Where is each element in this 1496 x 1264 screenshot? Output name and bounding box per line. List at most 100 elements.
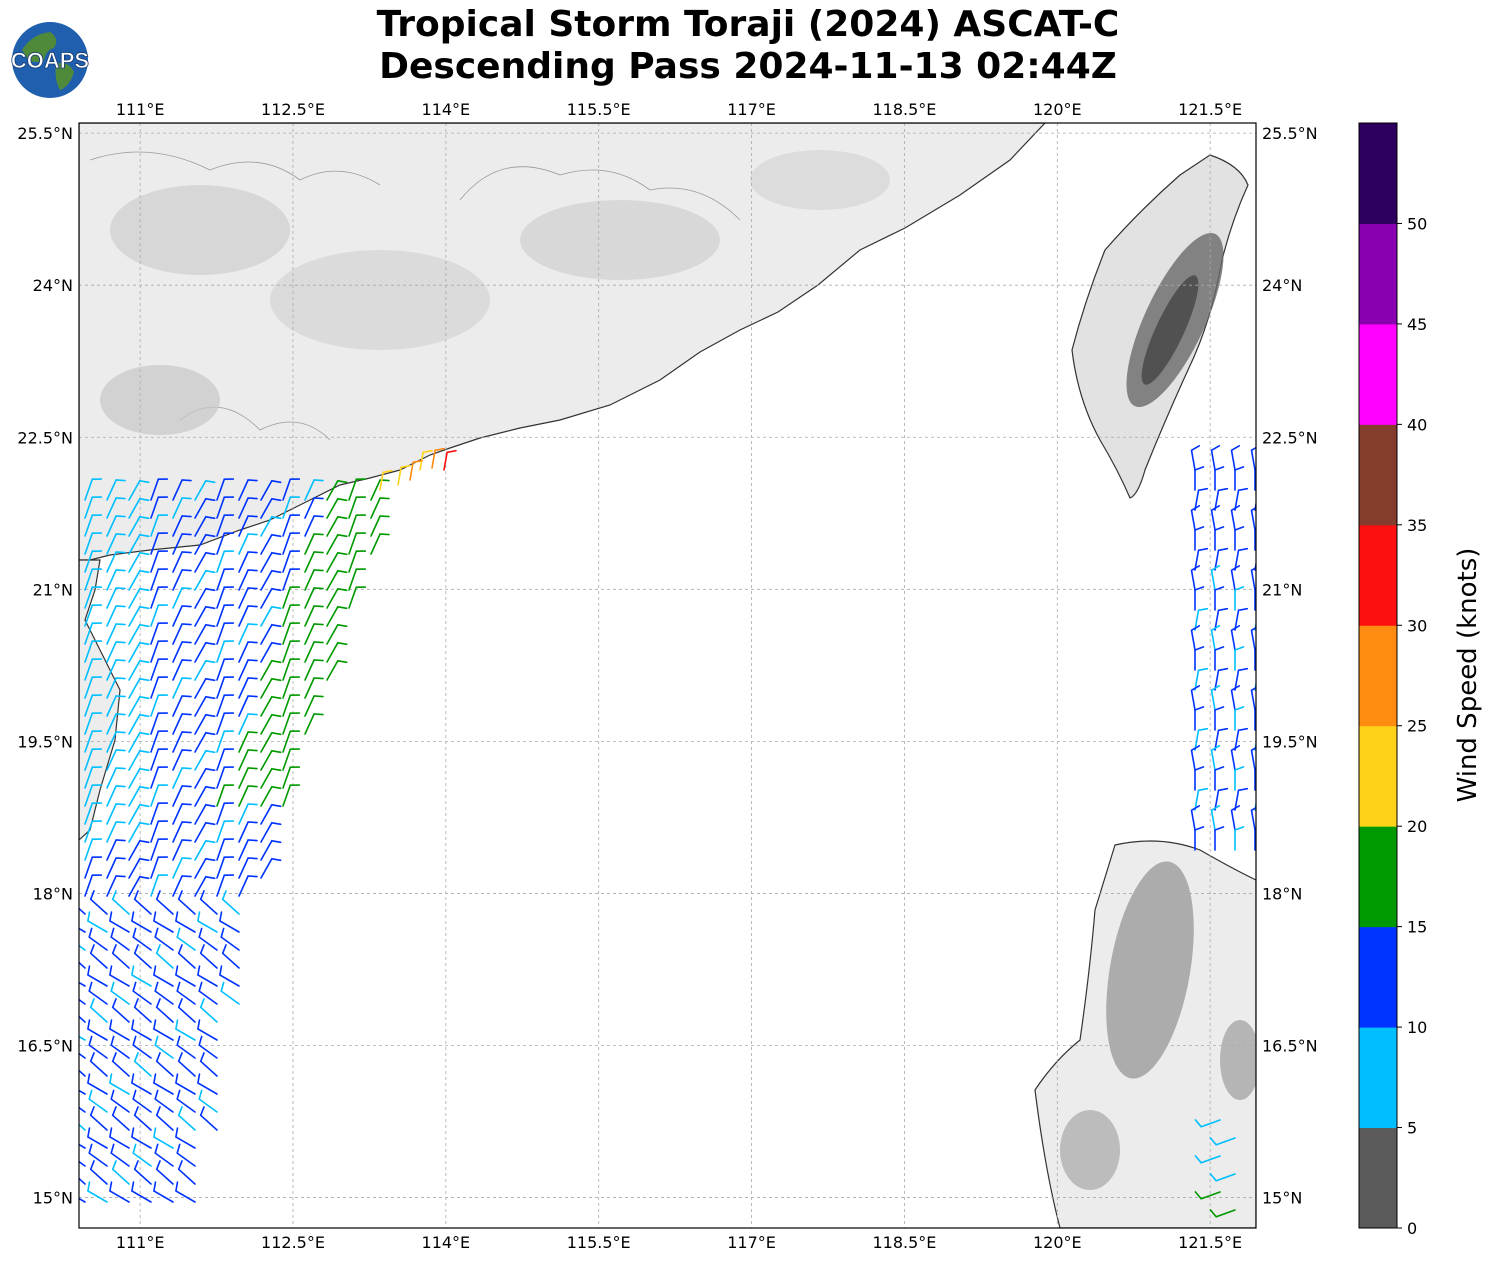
colorbar-segment xyxy=(1359,1027,1397,1129)
wind-barb xyxy=(1210,505,1221,531)
wind-barb xyxy=(216,766,235,789)
wind-barb xyxy=(132,927,152,951)
wind-barb xyxy=(84,658,103,681)
wind-barb xyxy=(216,658,235,681)
wind-barb xyxy=(216,748,235,771)
wind-barb xyxy=(260,659,282,681)
wind-barb xyxy=(326,515,348,537)
wind-barb xyxy=(131,1073,152,1095)
wind-barb xyxy=(1214,646,1225,671)
colorbar-tick-label: 40 xyxy=(1407,415,1427,434)
wind-barb xyxy=(106,677,126,699)
logo-text: COAPS xyxy=(11,48,89,73)
wind-barb xyxy=(238,821,258,843)
wind-barb xyxy=(1214,547,1229,571)
wind-barb xyxy=(238,659,258,681)
wind-barb xyxy=(1190,445,1201,471)
wind-barb xyxy=(260,569,282,591)
wind-barb xyxy=(194,605,216,627)
wind-barb xyxy=(282,586,301,609)
wind-barb xyxy=(238,731,258,753)
wind-barb xyxy=(1194,1191,1221,1200)
wind-barb xyxy=(194,569,216,591)
wind-barb xyxy=(172,515,192,537)
wind-barb xyxy=(1234,646,1245,671)
wind-barb xyxy=(326,623,348,645)
wind-barb xyxy=(431,447,445,469)
wind-barb xyxy=(1234,766,1245,791)
wind-barb xyxy=(370,515,390,537)
wind-barb xyxy=(128,731,150,753)
wind-barb xyxy=(177,890,196,915)
wind-barb xyxy=(260,713,282,735)
lat-tick-label: 25.5°N xyxy=(1262,124,1318,143)
wind-barb xyxy=(370,533,390,555)
wind-barb xyxy=(348,514,367,537)
wind-barb xyxy=(106,839,126,861)
wind-barb xyxy=(1230,445,1241,471)
lat-tick-label: 15°N xyxy=(1262,1189,1302,1208)
wind-barb xyxy=(109,965,130,987)
wind-barb xyxy=(172,641,192,663)
wind-barb xyxy=(1194,766,1205,791)
wind-barb xyxy=(128,533,150,555)
wind-barb xyxy=(150,676,169,699)
lon-tick-label: 118.5°E xyxy=(872,100,936,119)
lat-tick-labels-left: 25.5°N 24°N 22.5°N 21°N 19.5°N 18°N 16.5°N 15°N xyxy=(17,124,73,1207)
wind-barb xyxy=(282,694,301,717)
wind-barb xyxy=(106,551,126,573)
wind-barb xyxy=(194,749,216,771)
gridlines xyxy=(79,123,1256,1228)
wind-barb xyxy=(238,515,258,537)
wind-barb xyxy=(1254,588,1256,611)
wind-barb xyxy=(304,479,324,501)
wind-barb xyxy=(238,875,258,897)
wind-barb xyxy=(111,1052,130,1077)
wind-barb xyxy=(199,1052,218,1077)
wind-barb xyxy=(128,695,150,717)
wind-barb xyxy=(154,927,174,951)
wind-barb xyxy=(84,784,103,807)
colorbar-tick-label: 50 xyxy=(1407,214,1427,233)
lat-tick-label: 24°N xyxy=(33,276,73,295)
wind-barb xyxy=(1230,685,1241,711)
wind-barb xyxy=(87,965,108,987)
wind-barb xyxy=(370,479,390,501)
wind-barb xyxy=(1254,679,1256,691)
wind-barb xyxy=(177,1052,196,1077)
wind-barb xyxy=(155,890,174,915)
colorbar-tick-label: 20 xyxy=(1407,817,1427,836)
wind-barb xyxy=(1234,667,1249,691)
wind-barb xyxy=(128,767,150,789)
lon-tick-label: 111°E xyxy=(116,100,165,119)
wind-barb xyxy=(128,785,150,807)
wind-barb xyxy=(128,803,150,825)
lon-tick-label: 112.5°E xyxy=(261,1233,325,1252)
wind-barb xyxy=(87,1181,108,1203)
wind-barb xyxy=(106,857,126,879)
wind-barb xyxy=(199,944,218,969)
wind-barb xyxy=(84,568,103,591)
wind-barb xyxy=(194,839,216,861)
wind-barb xyxy=(1214,466,1225,491)
wind-barb xyxy=(238,803,258,825)
colorbar-segment xyxy=(1359,223,1397,325)
wind-barb xyxy=(128,587,150,609)
wind-barb xyxy=(238,533,258,555)
wind-barb xyxy=(194,785,216,807)
wind-barb xyxy=(110,1035,130,1059)
lat-tick-label: 21°N xyxy=(1262,580,1302,599)
wind-barb xyxy=(1234,706,1245,731)
wind-barb xyxy=(282,658,301,681)
wind-barb xyxy=(150,568,169,591)
wind-barb xyxy=(1194,466,1205,491)
wind-barb xyxy=(260,677,282,699)
wind-barb xyxy=(106,821,126,843)
wind-barb xyxy=(154,1143,174,1167)
wind-barb xyxy=(260,749,282,771)
wind-barb xyxy=(1214,766,1225,791)
wind-barb xyxy=(238,641,258,663)
wind-barb xyxy=(1250,806,1256,831)
wind-barb xyxy=(199,998,218,1023)
wind-barb xyxy=(304,587,324,609)
